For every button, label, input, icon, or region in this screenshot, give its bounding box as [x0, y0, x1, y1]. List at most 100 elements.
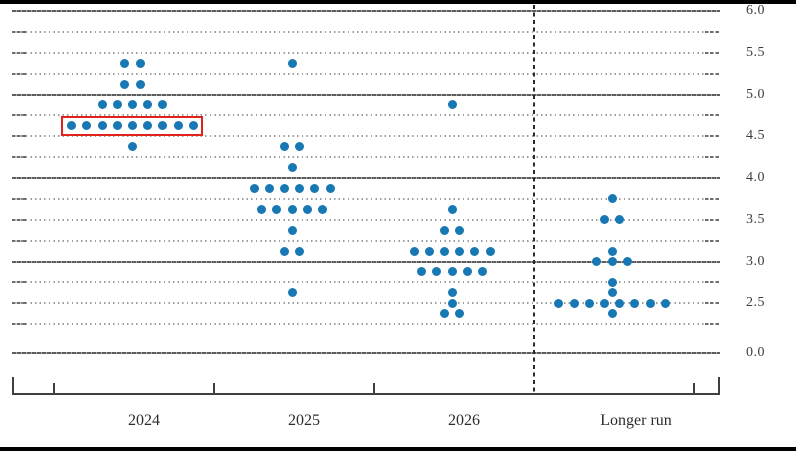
- projection-dot: [128, 142, 137, 152]
- x-axis-tick: [693, 383, 695, 393]
- projection-dot: [188, 121, 198, 131]
- gridline-end-cap: [705, 218, 720, 221]
- projection-dot: [622, 257, 632, 266]
- gridline-end-cap: [705, 197, 720, 200]
- projection-dot: [607, 194, 617, 204]
- projection-dot: [607, 288, 617, 298]
- projection-dot: [120, 79, 130, 89]
- projection-dot: [295, 246, 305, 256]
- gridline-end-cap: [12, 135, 27, 138]
- gridline-dotted: [12, 51, 720, 54]
- projection-dot: [158, 100, 168, 110]
- y-axis-label: 5.5: [746, 44, 765, 60]
- gridline-end-cap: [12, 72, 27, 75]
- projection-dot: [287, 58, 297, 68]
- projection-dot: [264, 183, 274, 193]
- projection-dot: [97, 121, 107, 131]
- projection-dot: [592, 257, 602, 266]
- x-axis-tick: [213, 383, 215, 393]
- projection-dot: [432, 267, 442, 277]
- gridline-solid: [12, 93, 720, 96]
- projection-dot: [67, 121, 77, 131]
- gridline-dotted: [12, 281, 720, 284]
- projection-dot: [128, 121, 137, 131]
- projection-dot: [112, 100, 122, 110]
- bottom-border-bar: [0, 447, 796, 451]
- projection-dot: [120, 58, 130, 68]
- gridline-end-cap: [705, 135, 720, 138]
- projection-dot: [112, 121, 122, 131]
- gridline-dotted: [12, 72, 720, 75]
- projection-dot: [470, 246, 480, 256]
- gridline-end-cap: [705, 30, 720, 33]
- y-axis-label: 2.5: [746, 295, 765, 311]
- projection-dot: [607, 309, 617, 319]
- projection-dot: [584, 298, 594, 308]
- gridline-end-cap: [12, 323, 27, 326]
- projection-dot: [439, 246, 449, 256]
- gridline-end-cap: [705, 114, 720, 117]
- y-axis-label: 6.0: [746, 3, 765, 18]
- x-axis-label-2026: 2026: [448, 412, 480, 429]
- gridline-dotted: [12, 323, 720, 326]
- gridline-end-cap: [12, 114, 27, 117]
- projection-dot: [287, 163, 297, 173]
- x-axis-line: [12, 393, 720, 395]
- y-axis-label: 5.0: [746, 86, 765, 102]
- projection-dot: [310, 183, 320, 193]
- gridline-end-cap: [12, 218, 27, 221]
- projection-dot: [447, 298, 457, 308]
- projection-dot: [257, 204, 267, 214]
- projection-dot: [302, 204, 312, 214]
- gridline-solid: [12, 177, 720, 179]
- x-axis-label-2025: 2025: [288, 412, 320, 429]
- projection-dot: [645, 298, 655, 308]
- projection-dot: [173, 121, 183, 131]
- projection-dot: [607, 246, 617, 256]
- gridline-end-cap: [12, 239, 27, 242]
- top-border-bar: [0, 0, 796, 4]
- projection-dot: [630, 298, 640, 308]
- projection-dot: [447, 267, 457, 277]
- projection-dot: [317, 204, 327, 214]
- y-axis-label: 4.0: [746, 170, 765, 185]
- projection-dot: [417, 267, 427, 277]
- projection-dot: [97, 100, 107, 110]
- x-axis-tick: [53, 383, 55, 393]
- projection-dot: [295, 183, 305, 193]
- projection-dot: [279, 183, 289, 193]
- projection-dot: [485, 246, 495, 256]
- projection-dot: [272, 204, 282, 214]
- projection-dot: [287, 288, 297, 298]
- projection-dot: [447, 288, 457, 298]
- projection-dot: [135, 58, 145, 68]
- gridline-end-cap: [12, 197, 27, 200]
- projection-dot: [447, 100, 457, 110]
- y-axis-label: 4.5: [746, 128, 765, 144]
- gridline-dotted: [12, 239, 720, 242]
- gridline-end-cap: [12, 51, 27, 54]
- projection-dot: [249, 183, 259, 193]
- gridline-dotted: [12, 30, 720, 33]
- x-axis-tick: [718, 377, 720, 393]
- gridline-dotted: [12, 197, 720, 200]
- projection-dot: [82, 121, 92, 131]
- gridline-solid: [12, 351, 720, 354]
- projection-dot: [424, 246, 434, 256]
- projection-dot: [660, 298, 670, 308]
- projection-dot: [477, 267, 487, 277]
- projection-dot: [455, 309, 465, 319]
- gridline-end-cap: [12, 302, 27, 305]
- gridline-end-cap: [705, 281, 720, 284]
- projection-dot: [279, 246, 289, 256]
- projection-dot: [439, 225, 449, 235]
- gridline-dotted: [12, 302, 720, 305]
- projection-dot: [409, 246, 419, 256]
- gridline-end-cap: [705, 156, 720, 159]
- projection-dot: [158, 121, 168, 131]
- x-axis-label-2024: 2024: [128, 412, 160, 429]
- projection-dot: [325, 183, 335, 193]
- y-axis-label: 3.5: [746, 211, 765, 227]
